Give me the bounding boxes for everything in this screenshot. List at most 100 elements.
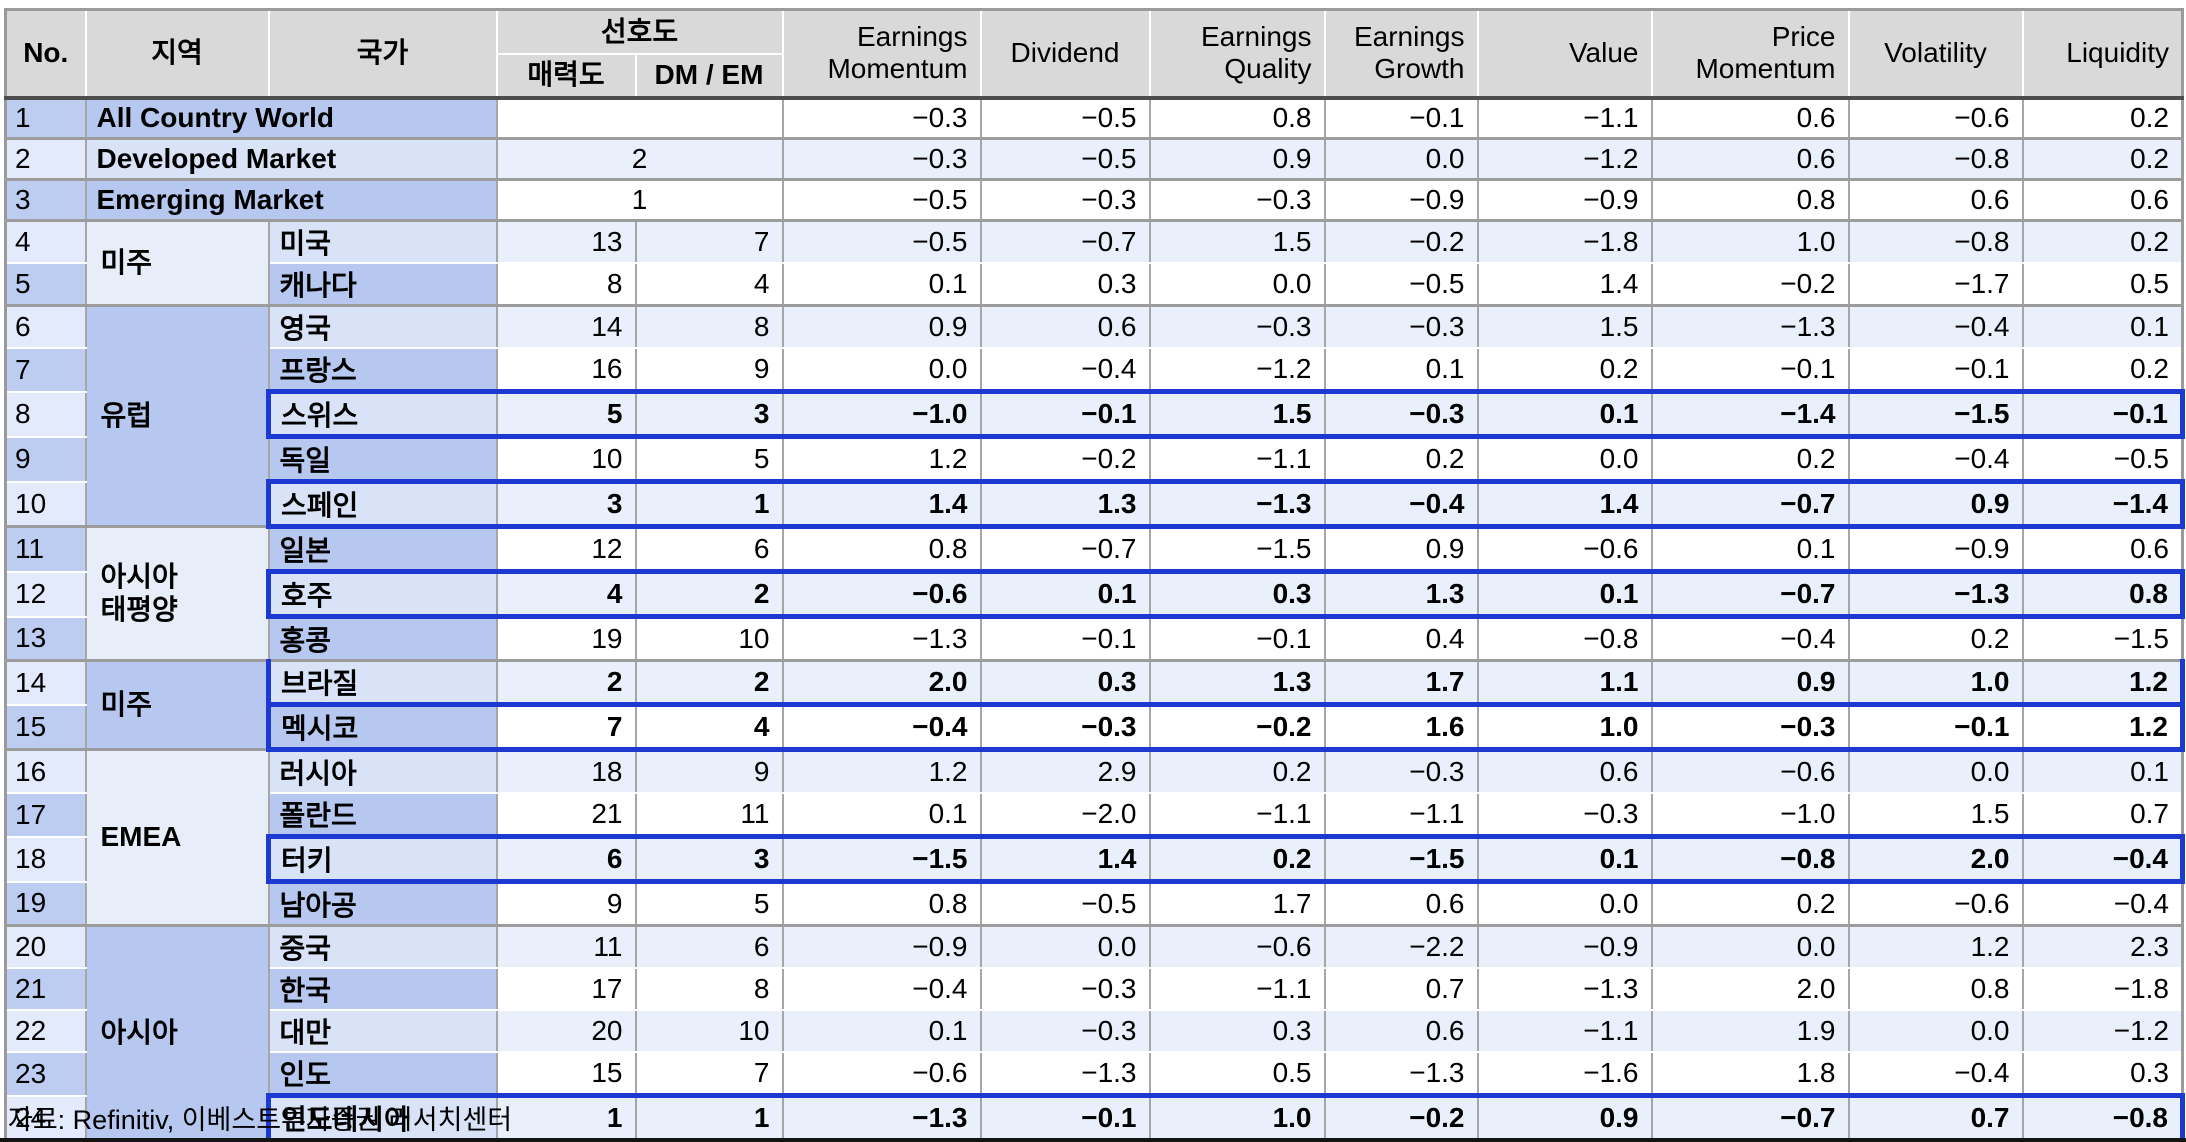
preference-merged-value — [496, 96, 784, 140]
factor-value: −1.5 — [1149, 525, 1326, 573]
col-header-volatility: Volatility — [1847, 8, 2024, 100]
col-header-liquidity: Liquidity — [2021, 8, 2184, 100]
table-row: 1 All Country World −0.3 −0.5 0.8 −0.1 −1.1 0.6… — [5, 96, 2184, 140]
country-label: 홍콩 — [268, 615, 498, 662]
row-number: 10 — [5, 480, 87, 528]
factor-value: −0.1 — [1324, 96, 1479, 140]
factor-value: −0.6 — [1848, 96, 2024, 140]
row-number: 9 — [5, 435, 87, 483]
col-header-dm-em: DM / EM — [634, 52, 784, 100]
factor-value: 0.2 — [2022, 137, 2184, 181]
factor-value: 1.5 — [1149, 219, 1326, 264]
attractiveness-rank: 8 — [496, 262, 637, 307]
factor-value: −0.7 — [980, 525, 1151, 573]
factor-value: 0.6 — [1324, 1009, 1479, 1053]
factor-value: −1.1 — [1149, 967, 1326, 1011]
factor-value: −2.2 — [1324, 924, 1479, 969]
factor-value: −1.5 — [2022, 615, 2184, 662]
factor-value: 0.6 — [1324, 880, 1479, 927]
factor-value: −1.3 — [1477, 967, 1653, 1011]
factor-value: 0.1 — [1651, 525, 1850, 573]
factor-value: 1.2 — [1848, 924, 2024, 969]
dm-em-rank: 8 — [635, 967, 784, 1011]
region-label: 미주 — [85, 219, 270, 307]
factor-value: −0.2 — [1324, 219, 1479, 264]
factor-value: −0.3 — [1149, 178, 1326, 222]
table-row: 24 인도네시아 1 1 −1.3 −0.1 1.0 −0.2 0.9 −0.7 0.7 −0.8 — [5, 1093, 2185, 1142]
factor-value: −0.3 — [1324, 304, 1479, 349]
table-header: No. 지역 국가 선호도 Earnings Momentum Dividend… — [4, 8, 2184, 100]
factor-value: −0.4 — [2022, 834, 2185, 884]
dm-em-rank: 3 — [635, 389, 784, 439]
row-number: 11 — [5, 525, 87, 573]
attractiveness-rank: 20 — [496, 1009, 637, 1053]
factor-value: 0.6 — [1651, 137, 1850, 181]
factor-value: 0.2 — [1324, 435, 1479, 483]
col-header-no: No. — [4, 8, 87, 100]
dm-em-rank: 1 — [635, 1093, 784, 1142]
factor-value: −0.3 — [782, 96, 982, 140]
table-row: 7 프랑스 16 9 0.0 −0.4 −1.2 0.1 0.2 −0.1 −0.1 0.2 — [5, 347, 2184, 393]
attractiveness-rank: 13 — [496, 219, 637, 264]
factor-value: 1.3 — [980, 479, 1151, 529]
factor-value: −0.4 — [2022, 880, 2184, 927]
col-header-dividend: Dividend — [979, 8, 1151, 100]
factor-value: 0.8 — [1149, 96, 1326, 140]
attractiveness-rank: 3 — [496, 479, 637, 529]
factor-value: −0.9 — [1477, 178, 1653, 222]
factor-value: 0.8 — [782, 880, 982, 927]
factor-value: 0.9 — [1324, 525, 1479, 573]
factor-value: 2.0 — [782, 659, 982, 707]
factor-value: −1.3 — [1324, 1051, 1479, 1097]
row-number: 17 — [5, 792, 87, 838]
factor-value: 0.1 — [2022, 748, 2184, 794]
factor-value: 0.2 — [2022, 347, 2184, 393]
factor-value: −0.4 — [1651, 615, 1850, 662]
aggregate-label: Emerging Market — [85, 178, 498, 222]
table-row: 9 독일 10 5 1.2 −0.2 −1.1 0.2 0.0 0.2 −0.4 −0.5 — [5, 435, 2184, 483]
country-label: 미국 — [268, 219, 498, 264]
factor-value: −1.1 — [1324, 792, 1479, 838]
row-number: 2 — [5, 137, 87, 181]
row-number: 21 — [5, 967, 87, 1011]
col-header-attractiveness: 매력도 — [495, 52, 637, 100]
attractiveness-rank: 2 — [496, 659, 637, 707]
table-row: 8 스위스 5 3 −1.0 −0.1 1.5 −0.3 0.1 −1.4 −1.5 −0.1 — [5, 389, 2185, 439]
dm-em-rank: 6 — [635, 924, 784, 969]
country-label: 폴란드 — [268, 792, 498, 838]
region-label: 미주 — [85, 659, 270, 751]
factor-value: 1.0 — [1477, 702, 1653, 752]
row-number: 6 — [5, 304, 87, 349]
attractiveness-rank: 1 — [496, 1093, 637, 1142]
factor-value: 0.5 — [1149, 1051, 1326, 1097]
country-label: 브라질 — [266, 659, 498, 707]
preference-merged-value: 1 — [496, 178, 784, 222]
factor-value: 1.4 — [782, 479, 982, 529]
aggregate-label: All Country World — [85, 96, 498, 140]
table-row: 16 EMEA 러시아 18 9 1.2 2.9 0.2 −0.3 0.6 −0.6 0.0 0.1 — [5, 748, 2184, 927]
dm-em-rank: 2 — [635, 659, 784, 707]
factor-value: 0.0 — [1651, 924, 1850, 969]
region-label: EMEA — [85, 748, 270, 927]
col-header-earnings-quality: Earnings Quality — [1148, 8, 1326, 100]
row-number: 14 — [5, 659, 87, 706]
factor-value: −0.5 — [980, 96, 1151, 140]
factor-value: −0.3 — [782, 137, 982, 181]
dm-em-rank: 10 — [635, 615, 784, 662]
factor-value: −0.1 — [1149, 615, 1326, 662]
factor-value: 0.2 — [2022, 219, 2184, 264]
factor-value: −1.4 — [1651, 389, 1850, 439]
factor-value: 1.3 — [1324, 569, 1479, 619]
factor-value: −0.2 — [1651, 262, 1850, 307]
dm-em-rank: 3 — [635, 834, 784, 884]
factor-value: 1.3 — [1149, 659, 1326, 707]
factor-value: −0.9 — [1324, 178, 1479, 222]
factor-value: −0.3 — [980, 1009, 1151, 1053]
region-label: 아시아 태평양 — [85, 525, 270, 662]
attractiveness-rank: 9 — [496, 880, 637, 927]
row-number: 18 — [5, 835, 87, 883]
factor-value: −0.4 — [782, 967, 982, 1011]
factor-value: 1.1 — [1477, 659, 1653, 707]
factor-value: −0.8 — [1848, 219, 2024, 264]
